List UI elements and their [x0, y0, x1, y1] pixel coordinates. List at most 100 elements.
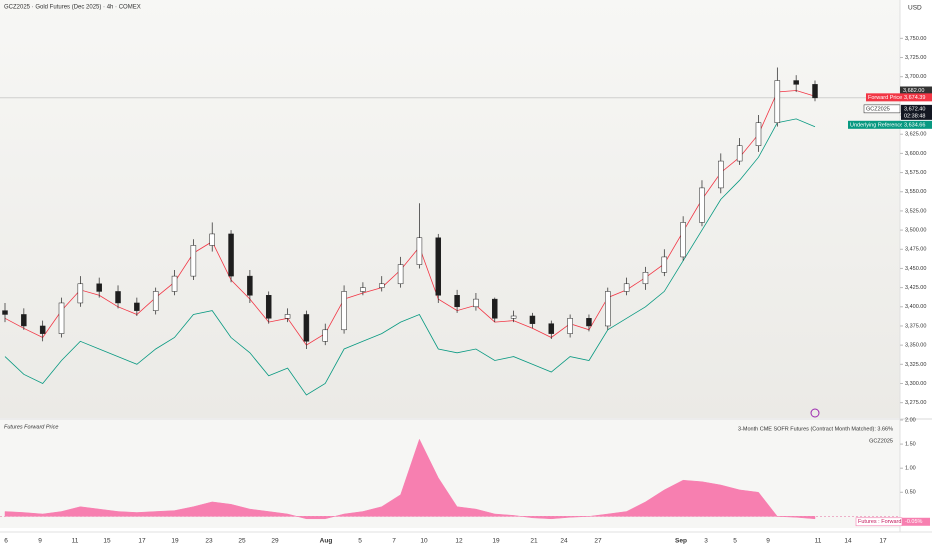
x-tick-label: 11 [72, 538, 79, 545]
candle-body [435, 237, 442, 296]
y-tick-label: 3,425.00 [905, 285, 926, 291]
pane-title: Futures Forward Price [4, 424, 58, 430]
series-value-label: 3,634.66 [904, 122, 925, 128]
candle-body [303, 314, 310, 342]
candle-body [134, 302, 140, 311]
candle-body [548, 323, 555, 334]
current-price-label: 3,672.40 [904, 106, 925, 112]
y-tick-label: 3,550.00 [905, 189, 926, 195]
candle-body [642, 272, 649, 285]
y-tick-label: 3,625.00 [905, 132, 926, 138]
y-tick-label: 3,275.00 [905, 400, 926, 406]
candle-body [378, 283, 385, 288]
y-tick-label: 3,400.00 [905, 304, 926, 310]
y-tick-label: 3,350.00 [905, 343, 926, 349]
series-value-label: 3,674.39 [904, 95, 925, 101]
candle-body [623, 283, 630, 292]
candle-body [190, 245, 197, 277]
symbol-label: GCZ2025 [866, 106, 890, 112]
candle-body [736, 145, 743, 162]
x-tick-label: 19 [492, 538, 500, 545]
countdown-label: 02:38:48 [904, 113, 925, 119]
y-tick-label: 3,325.00 [905, 362, 926, 368]
x-tick-label: 15 [103, 538, 111, 545]
series-name-label: Underlying Reference [850, 122, 903, 128]
x-tick-label: 24 [560, 538, 568, 545]
series-name-label: Forward Price [868, 95, 902, 101]
candle-body [473, 298, 479, 308]
candle-body [341, 291, 347, 331]
x-tick-label: Sep [675, 538, 687, 545]
x-tick-label: 17 [879, 538, 887, 545]
x-tick-label: 23 [205, 538, 213, 545]
y-tick-label: 3,750.00 [905, 36, 926, 42]
pane-legend: 3-Month CME SOFR Futures (Contract Month… [738, 426, 893, 432]
price-label: 3,682.00 [903, 88, 924, 94]
series-value-box [902, 120, 932, 129]
y-tick-label: 3,450.00 [905, 266, 926, 272]
y-tick-label: 3,700.00 [905, 74, 926, 80]
y-tick-label: 2.00 [905, 417, 916, 423]
x-tick-label: 25 [238, 538, 246, 545]
x-tick-label: 21 [530, 538, 538, 545]
x-tick-label: 9 [766, 538, 770, 545]
candle-body [96, 283, 102, 292]
symbol-box [863, 104, 901, 114]
y-tick-label: 0.50 [905, 490, 916, 496]
candle-body [171, 275, 178, 292]
x-tick-label: 10 [420, 538, 428, 545]
series-value-label: -0.05% [905, 519, 923, 525]
x-tick-label: 9 [38, 538, 42, 545]
candle-body [284, 314, 291, 319]
x-tick-label: Aug [320, 538, 333, 545]
candle-body [21, 314, 27, 327]
x-tick-label: 29 [271, 538, 279, 545]
y-tick-label: 3,600.00 [905, 151, 926, 157]
candle-body [812, 84, 818, 99]
x-tick-label: 27 [594, 538, 602, 545]
series-line [4, 118, 816, 396]
x-tick-label: 5 [733, 538, 737, 545]
x-tick-label: 14 [844, 538, 852, 545]
y-tick-label: 3,525.00 [905, 208, 926, 214]
y-tick-label: 3,475.00 [905, 247, 926, 253]
candle-body [209, 233, 215, 246]
x-tick-label: 12 [455, 538, 463, 545]
main-pane [0, 0, 900, 418]
area [4, 438, 816, 520]
series-value-box [902, 517, 930, 526]
x-tick-label: 7 [392, 538, 396, 545]
y-tick-label: 3,375.00 [905, 323, 926, 329]
candle-body [774, 80, 781, 123]
candle-body [77, 283, 84, 304]
candle-body [2, 310, 8, 315]
x-tick-label: 19 [171, 538, 179, 545]
candle-body [322, 329, 328, 342]
y-tick-label: 3,725.00 [905, 55, 926, 61]
current-price-box [901, 104, 932, 120]
candle-body [680, 222, 686, 258]
candle-body [360, 287, 366, 292]
candle-body [397, 264, 404, 285]
candle-body [454, 295, 460, 308]
candle-body [247, 275, 253, 296]
y-tick-label: 3,300.00 [905, 381, 926, 387]
candle-body [228, 233, 234, 277]
candle-body [492, 298, 498, 319]
series-name-box [848, 120, 902, 129]
candle-body [115, 291, 121, 304]
y-tick-label: 3,575.00 [905, 170, 926, 176]
candle-body [152, 291, 159, 311]
candle-body [265, 295, 272, 319]
event-icon[interactable] [810, 408, 820, 418]
candle-body [510, 315, 517, 319]
pane-symbol: GCZ2025 [869, 438, 893, 444]
series-name-label: Futures : Forward [858, 519, 901, 525]
candle-body [586, 318, 592, 327]
x-tick-label: 6 [4, 538, 8, 545]
candle-body [416, 237, 423, 265]
candle-body [529, 315, 536, 324]
candle-body [699, 187, 705, 223]
candle-body [58, 302, 65, 334]
candle-body [755, 122, 762, 146]
